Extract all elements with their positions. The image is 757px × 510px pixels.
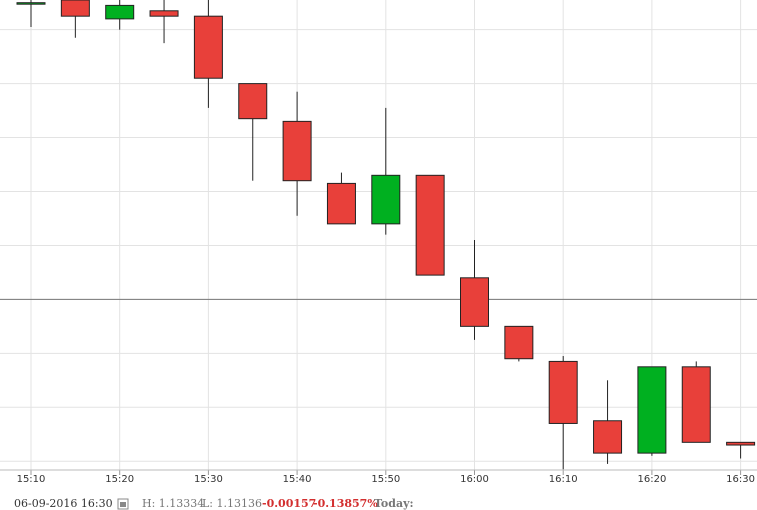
x-tick-label: 15:40 xyxy=(283,474,312,485)
today-label: Today: xyxy=(374,497,414,510)
x-tick-label: 15:10 xyxy=(17,474,46,485)
footer: 06-09-2016 16:30 H: 1.13334 L: 1.13136 -… xyxy=(0,495,757,510)
candle-body xyxy=(326,182,356,225)
candle-body xyxy=(238,83,268,120)
candle-body xyxy=(504,325,534,360)
x-tick-label: 16:20 xyxy=(637,474,666,485)
candle-body xyxy=(149,10,179,17)
candle-body xyxy=(637,366,667,454)
candle-body xyxy=(16,2,46,5)
x-tick-label: 15:20 xyxy=(105,474,134,485)
low-label: L: 1.13136 xyxy=(202,497,262,510)
icon xyxy=(117,498,129,510)
candle-body xyxy=(681,366,711,443)
candle-body xyxy=(548,360,578,424)
x-tick-label: 16:10 xyxy=(549,474,578,485)
change: -0.00157 xyxy=(262,497,317,510)
high-label: H: 1.13334 xyxy=(142,497,205,510)
x-tick-label: 16:00 xyxy=(460,474,489,485)
candle-body xyxy=(105,4,135,20)
candle-body xyxy=(282,120,312,182)
chart: 15:10 15:20 15:30 15:40 15:50 16:00 16:10 16:20… xyxy=(0,0,757,485)
change-percent: -0.13857% xyxy=(313,497,378,510)
candle-body xyxy=(415,174,445,276)
candle-body xyxy=(60,0,90,17)
candle-body xyxy=(593,420,623,454)
x-tick-label: 15:50 xyxy=(371,474,400,485)
candle-body xyxy=(460,277,489,327)
date-time: 06-09-2016 16:30 xyxy=(14,497,113,510)
candle-body xyxy=(726,441,756,446)
x-tick-label: 15:30 xyxy=(194,474,223,485)
x-tick-label: 16:30 xyxy=(726,474,755,485)
candle-body xyxy=(371,174,401,225)
candle-body xyxy=(193,15,223,79)
